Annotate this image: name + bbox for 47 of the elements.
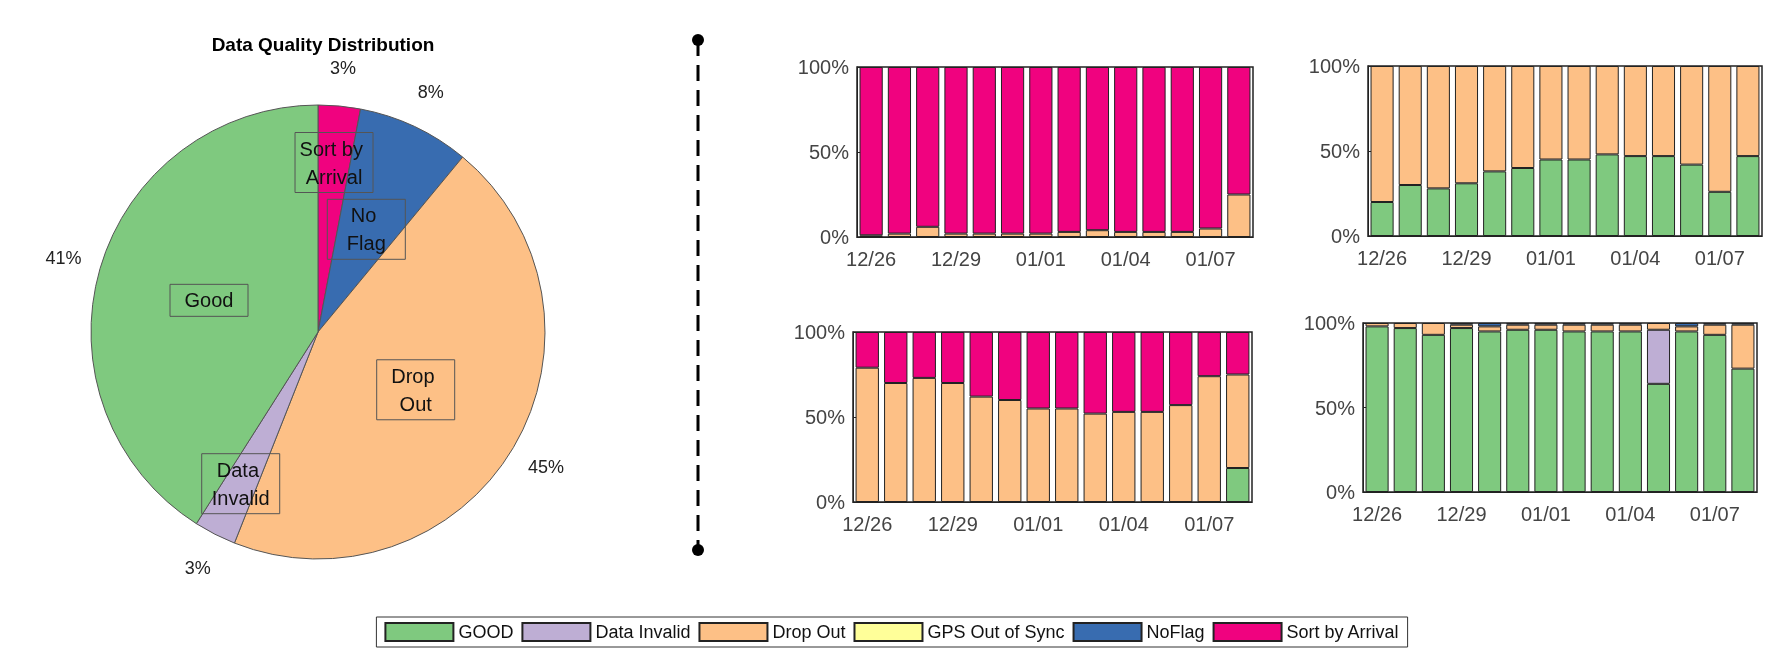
x-tick-label: 01/01 (1013, 513, 1064, 535)
x-tick-label: 01/07 (1689, 503, 1740, 525)
data-label: 45% (528, 456, 565, 477)
x-tick-label: 01/07 (1694, 247, 1745, 269)
data-label: 3% (329, 58, 356, 79)
y-tick-label: 0% (820, 226, 850, 248)
x-tick-label: 12/26 (1357, 247, 1408, 269)
x-tick-label: 01/04 (1098, 513, 1149, 535)
y-tick-label: 100% (797, 56, 850, 78)
data-label: 41% (45, 248, 82, 269)
data-label: 8% (417, 82, 444, 103)
y-tick-label: 100% (1308, 55, 1361, 77)
x-tick-label: 01/04 (1610, 247, 1661, 269)
legend-label: Drop Out (772, 622, 846, 642)
legend-label: Data Invalid (595, 622, 691, 642)
y-tick-label: 50% (808, 141, 850, 163)
x-tick-label: 01/04 (1100, 248, 1151, 270)
y-tick-label: 50% (1319, 140, 1361, 162)
legend-label: NoFlag (1146, 622, 1205, 642)
y-tick-label: 0% (816, 491, 846, 513)
y-tick-label: 50% (1314, 396, 1356, 419)
slice-label: Good (184, 289, 234, 312)
chart-title: Data Quality Distribution (211, 34, 435, 55)
legend-label: GPS Out of Sync (927, 622, 1065, 642)
x-tick-label: 12/29 (930, 248, 982, 270)
slice-label: No Flag (346, 204, 386, 255)
y-tick-label: 0% (1326, 481, 1356, 503)
data-label: 3% (184, 558, 211, 579)
y-tick-label: 0% (1331, 225, 1361, 247)
x-tick-label: 12/26 (1352, 503, 1403, 525)
legend-label: Sort by Arrival (1286, 622, 1399, 642)
x-tick-label: 01/01 (1525, 247, 1576, 269)
x-tick-label: 01/01 (1520, 503, 1571, 525)
x-tick-label: 01/04 (1605, 503, 1656, 525)
y-tick-label: 100% (1303, 312, 1356, 334)
y-tick-label: 100% (793, 321, 846, 343)
x-tick-label: 12/26 (846, 248, 897, 270)
x-tick-label: 12/26 (842, 513, 893, 535)
x-tick-label: 12/29 (927, 513, 978, 535)
x-tick-label: 12/29 (1436, 503, 1487, 525)
slice-label: Drop Out (391, 364, 441, 415)
legend-label: GOOD (458, 622, 514, 642)
x-tick-label: 12/29 (1441, 247, 1492, 269)
x-tick-label: 01/01 (1015, 248, 1066, 270)
x-tick-label: 01/07 (1184, 513, 1235, 535)
x-tick-label: 01/07 (1185, 248, 1236, 270)
y-tick-label: 50% (804, 406, 846, 428)
